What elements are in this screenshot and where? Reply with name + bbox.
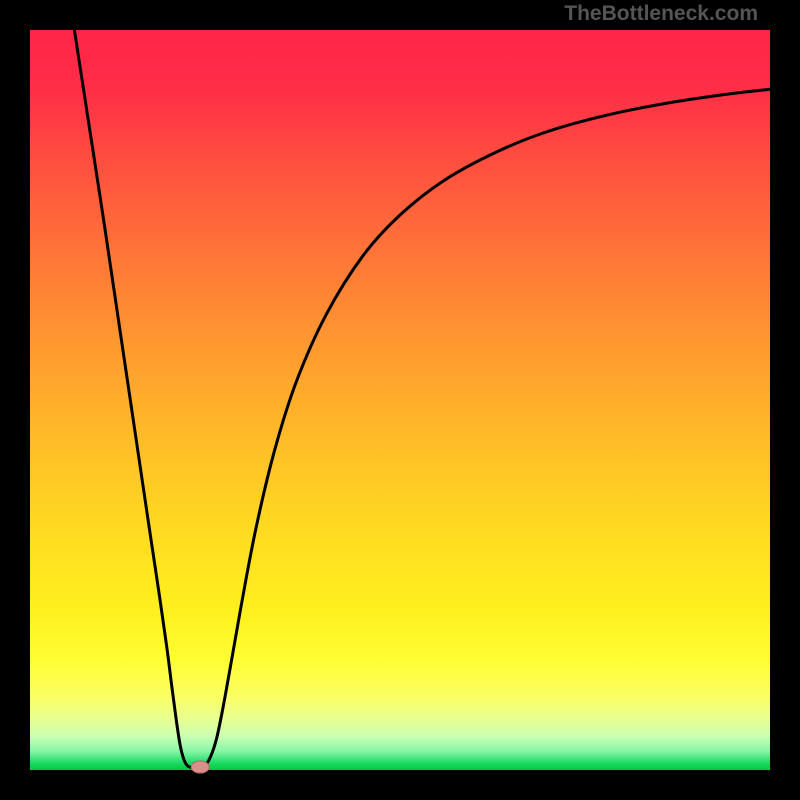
chart-container: TheBottleneck.com — [0, 0, 800, 800]
plot-background — [30, 30, 770, 770]
optimal-point-marker — [191, 761, 209, 773]
watermark-text: TheBottleneck.com — [564, 2, 758, 26]
bottleneck-chart — [0, 0, 800, 800]
